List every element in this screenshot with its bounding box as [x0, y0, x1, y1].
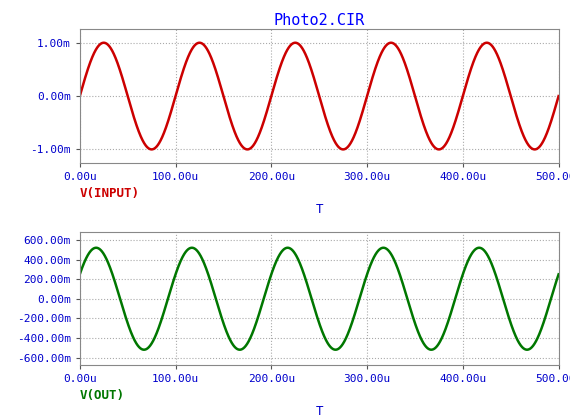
Text: T: T	[315, 203, 323, 216]
Text: V(INPUT): V(INPUT)	[80, 187, 140, 200]
Text: V(OUT): V(OUT)	[80, 389, 125, 402]
Text: T: T	[315, 405, 323, 418]
Title: Photo2.CIR: Photo2.CIR	[274, 13, 365, 28]
